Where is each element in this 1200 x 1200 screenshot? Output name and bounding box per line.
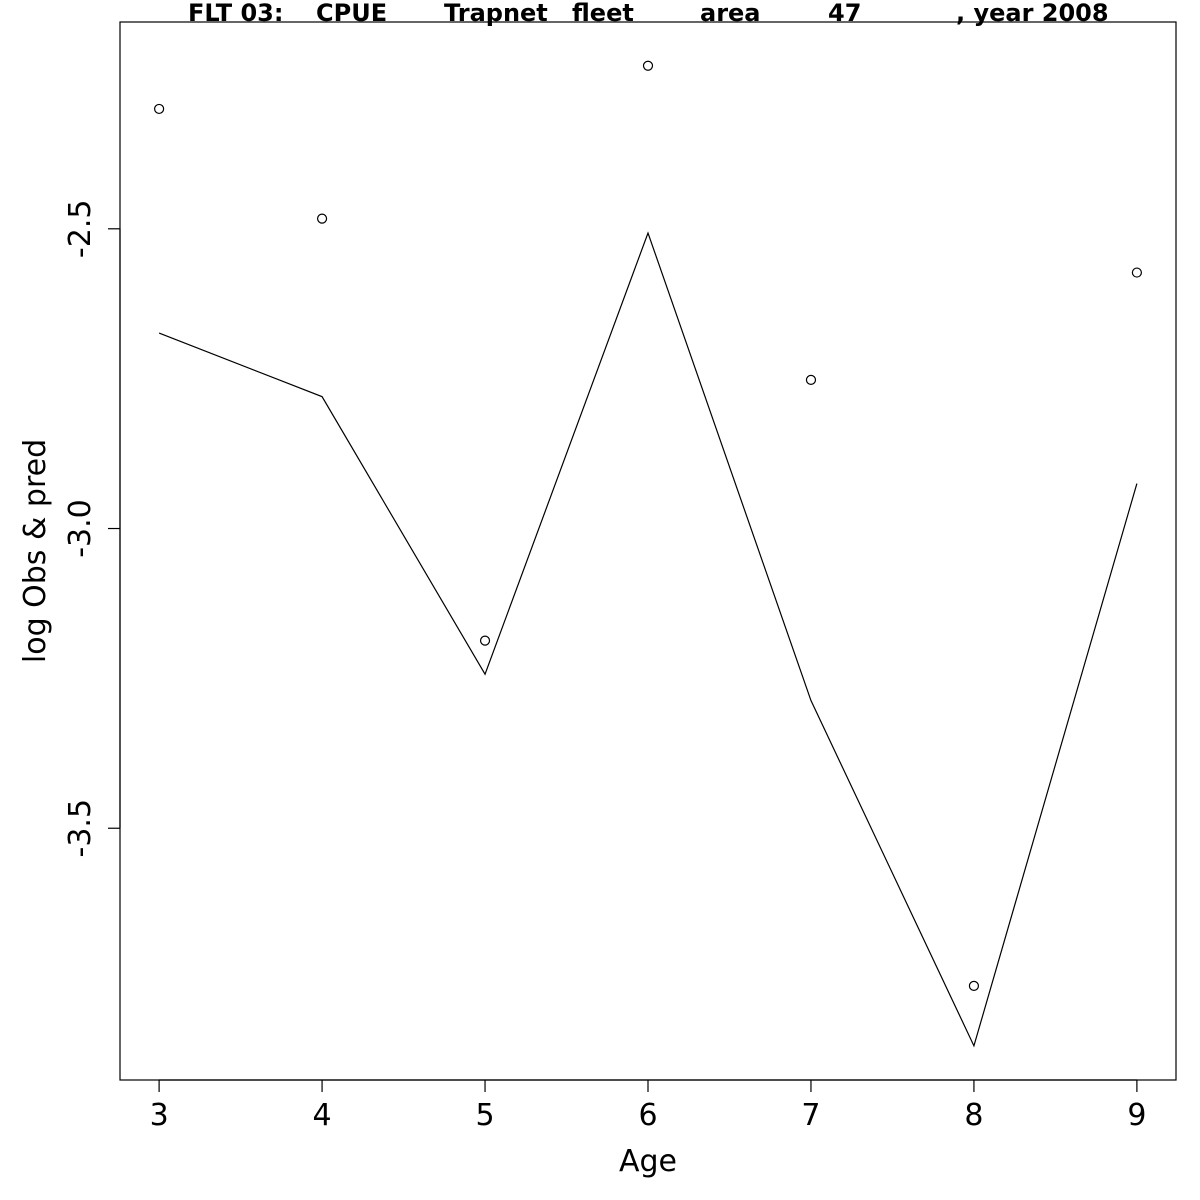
y-tick-label: -3.5 (63, 799, 98, 858)
x-tick-label: 9 (1127, 1098, 1146, 1133)
predicted-line (158, 231, 1138, 1048)
plot-frame (119, 21, 1177, 1081)
y-axis: -2.5 -3.0 -3.5 (63, 200, 121, 858)
title-part-area-word: area (700, 0, 761, 27)
x-tick-label: 5 (475, 1098, 494, 1133)
x-tick-label: 8 (964, 1098, 983, 1133)
series-layer (154, 60, 1142, 1048)
title-part-area-number: 47 (828, 0, 861, 27)
x-axis-label: Age (619, 1144, 677, 1179)
observed-point (968, 980, 980, 991)
title-part-fleet-code: FLT 03: (188, 0, 283, 27)
y-axis-label: log Obs & pred (18, 439, 53, 663)
y-tick-label: -2.5 (63, 200, 98, 259)
y-tick-label: -3.0 (63, 499, 98, 558)
observed-point (316, 213, 328, 224)
x-tick-label: 3 (150, 1098, 169, 1133)
observed-point (805, 374, 817, 385)
x-axis: 3 4 5 6 7 8 9 (150, 1079, 1146, 1133)
chart-title: FLT 03: CPUE Trapnet fleet area 47 , yea… (188, 0, 1109, 27)
observed-point (642, 60, 654, 71)
title-part-fleet-word: fleet (572, 0, 634, 27)
observed-point (479, 635, 491, 646)
title-part-index-type: CPUE (316, 0, 387, 27)
observed-point (1131, 267, 1142, 278)
title-part-fleet-name: Trapnet (444, 0, 548, 27)
x-tick-label: 6 (638, 1098, 657, 1133)
observed-point (154, 103, 165, 115)
x-tick-label: 7 (801, 1098, 820, 1133)
x-tick-label: 4 (313, 1098, 332, 1133)
title-part-year: , year 2008 (956, 0, 1109, 27)
